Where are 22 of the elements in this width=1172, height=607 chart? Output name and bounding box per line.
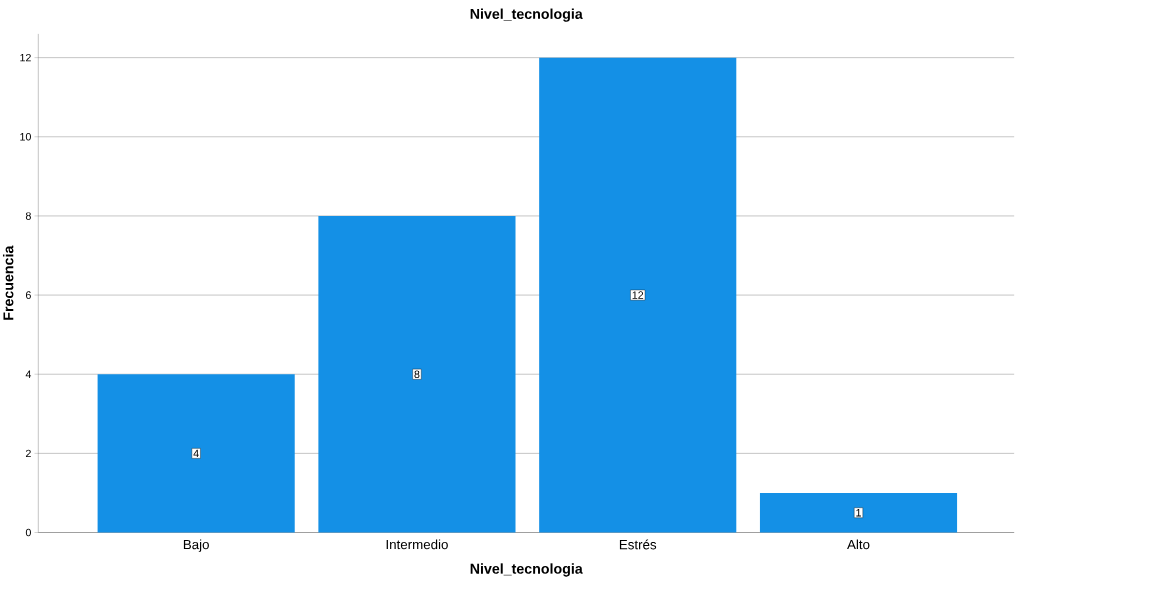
bar: [759, 493, 958, 533]
y-tick-label: 4: [25, 370, 32, 379]
chart-title: Nivel_tecnologia: [470, 8, 583, 23]
y-tick-label: 6: [25, 291, 31, 300]
y-tick-label: 12: [20, 54, 31, 62]
y-tick-label: 8: [25, 212, 31, 220]
data-label: 12: [632, 291, 644, 300]
x-axis-title: Nivel_tecnologia: [470, 563, 583, 577]
data-label: 1: [856, 509, 861, 517]
y-tick-label: 0: [25, 528, 31, 537]
data-label: 4: [193, 449, 199, 458]
x-tick-label: Estrés: [619, 539, 657, 550]
x-tick-label: Bajo: [183, 539, 209, 553]
x-tick-label: Intermedio: [386, 539, 448, 550]
bar: [97, 374, 295, 533]
y-tick-label: 2: [25, 449, 31, 458]
x-tick-label: Alto: [847, 539, 870, 550]
y-tick-label: 10: [20, 133, 31, 141]
y-axis-title: Frecuencia: [2, 245, 14, 321]
bar: [539, 57, 737, 533]
bar: [318, 216, 516, 533]
data-label: 8: [414, 370, 420, 379]
